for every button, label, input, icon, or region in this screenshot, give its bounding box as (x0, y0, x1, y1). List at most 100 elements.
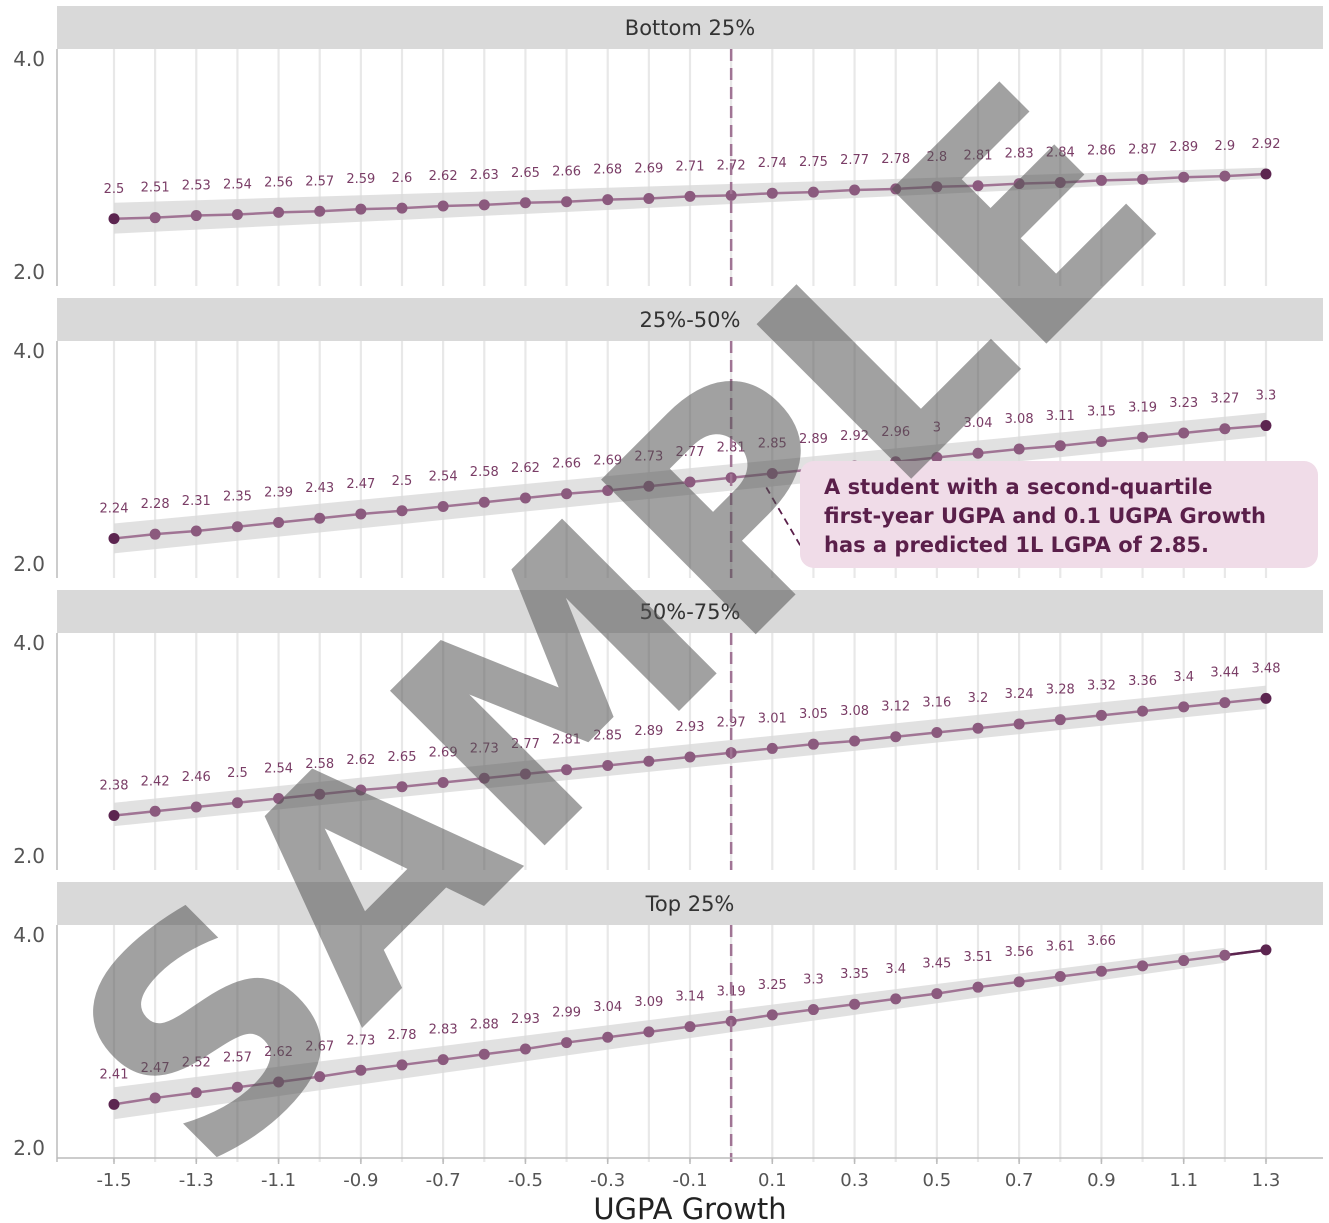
data-label: 2.69 (593, 454, 622, 469)
x-tick-label: -0.3 (590, 1170, 625, 1191)
data-point (1219, 170, 1231, 182)
data-label: 3.4 (1173, 670, 1194, 685)
data-point (231, 797, 243, 809)
data-label: 2.73 (346, 1033, 375, 1048)
y-tick-label: 4.0 (13, 47, 45, 71)
data-label: 3.3 (803, 973, 824, 988)
data-label: 3.12 (881, 700, 910, 715)
data-point (355, 508, 367, 520)
data-label: 3.66 (1087, 934, 1116, 949)
data-point (602, 194, 614, 206)
x-tick-label: -0.1 (672, 1170, 707, 1191)
data-label: 3.19 (1128, 400, 1157, 415)
data-label: 3 (933, 421, 941, 436)
data-label: 3.3 (1256, 389, 1277, 404)
data-label: 2.85 (593, 728, 622, 743)
data-label: 2.92 (1252, 137, 1281, 152)
data-point (684, 1021, 696, 1033)
data-label: 3.24 (1005, 687, 1034, 702)
data-label: 2.73 (634, 449, 663, 464)
data-label: 2.66 (552, 165, 581, 180)
data-point (972, 981, 984, 993)
panel-1: Bottom 25% 4.0 2.0 2.5 2.51 2.53 2.54 2.56 2.57 2… (13, 6, 1323, 286)
data-label: 2.89 (799, 432, 828, 447)
data-point (766, 467, 778, 479)
data-label: 2.43 (305, 481, 334, 496)
data-label: 2.42 (141, 774, 170, 789)
data-label: 2.53 (182, 179, 211, 194)
data-label: 3.36 (1128, 674, 1157, 689)
data-label: 2.88 (470, 1017, 499, 1032)
data-label: 3.04 (593, 1000, 622, 1015)
data-point (190, 525, 202, 537)
data-point (807, 738, 819, 750)
facet-strip-label: Top 25% (645, 892, 735, 916)
data-point (684, 476, 696, 488)
data-label: 2.62 (511, 461, 540, 476)
data-point (149, 1092, 161, 1104)
data-point (972, 722, 984, 734)
data-label: 3.16 (922, 695, 951, 710)
data-point (766, 742, 778, 754)
y-tick-label: 2.0 (13, 260, 45, 284)
data-label: 2.65 (511, 166, 540, 181)
data-point (437, 777, 449, 789)
data-label: 2.56 (264, 175, 293, 190)
data-point (890, 993, 902, 1005)
facet-strip (57, 298, 1323, 341)
x-tick-label: 0.3 (840, 1170, 869, 1191)
data-label: 3.28 (1046, 683, 1075, 698)
data-label: 2.99 (552, 1006, 581, 1021)
data-label: 2.51 (141, 181, 170, 196)
data-label: 2.77 (840, 153, 869, 168)
data-label: 3.23 (1169, 396, 1198, 411)
data-point (1178, 171, 1190, 183)
data-label: 2.62 (346, 753, 375, 768)
data-point (396, 1059, 408, 1071)
data-label: 2.62 (429, 169, 458, 184)
data-point (972, 180, 984, 192)
data-label: 2.35 (223, 490, 252, 505)
data-point (478, 496, 490, 508)
data-label: 2.81 (717, 441, 746, 456)
data-point (149, 212, 161, 224)
data-label: 3.04 (964, 416, 993, 431)
x-tick-label: 0.7 (1005, 1170, 1034, 1191)
data-point (190, 1087, 202, 1099)
data-label: 2.57 (223, 1050, 252, 1065)
data-point (396, 505, 408, 517)
data-point (1013, 443, 1025, 455)
facet-strip (57, 590, 1323, 633)
data-label: 2.5 (227, 766, 248, 781)
data-point (849, 184, 861, 196)
data-label: 2.54 (429, 469, 458, 484)
data-label: 2.47 (141, 1061, 170, 1076)
data-label: 2.58 (470, 465, 499, 480)
panel-3: 50%-75% 4.0 2.0 2.38 2.42 2.46 2.5 2.54 2.58 2.62… (13, 590, 1323, 870)
data-label: 2.66 (552, 457, 581, 472)
data-point (643, 1026, 655, 1038)
data-label: 2.31 (182, 494, 211, 509)
annotation-line-3: has a predicted 1L LGPA of 2.85. (824, 533, 1209, 557)
data-point (1260, 168, 1272, 180)
data-point (561, 196, 573, 208)
data-point (1178, 427, 1190, 439)
facet-strip (57, 6, 1323, 49)
data-point (602, 485, 614, 497)
x-tick-label: -1.3 (179, 1170, 214, 1191)
data-point (931, 181, 943, 193)
x-tick-label: -0.5 (508, 1170, 543, 1191)
x-tick-label: -1.1 (261, 1170, 296, 1191)
data-label: 2.65 (388, 750, 417, 765)
data-point (643, 755, 655, 767)
data-label: 3.01 (758, 711, 787, 726)
data-point (314, 205, 326, 217)
data-point (231, 521, 243, 533)
data-point (931, 726, 943, 738)
y-tick-label: 2.0 (13, 552, 45, 576)
data-label: 2.57 (305, 174, 334, 189)
data-label: 2.96 (881, 425, 910, 440)
data-label: 2.89 (1169, 140, 1198, 155)
data-label: 3.35 (840, 967, 869, 982)
